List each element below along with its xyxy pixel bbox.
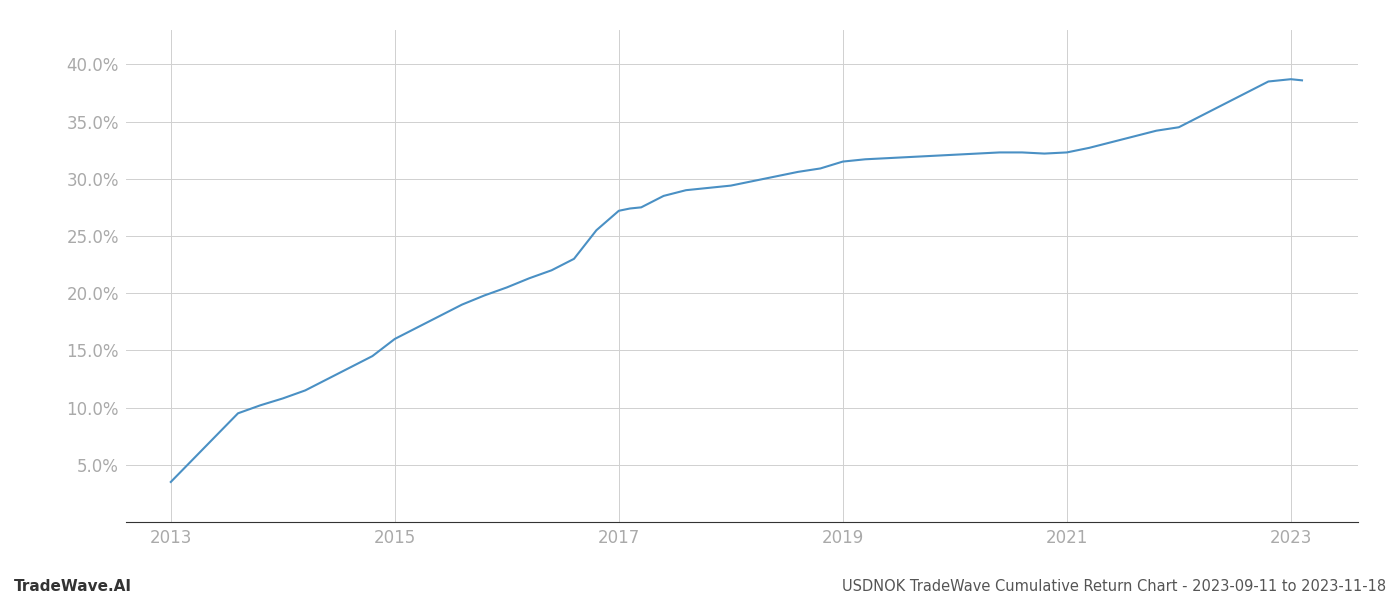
Text: TradeWave.AI: TradeWave.AI [14, 579, 132, 594]
Text: USDNOK TradeWave Cumulative Return Chart - 2023-09-11 to 2023-11-18: USDNOK TradeWave Cumulative Return Chart… [841, 579, 1386, 594]
